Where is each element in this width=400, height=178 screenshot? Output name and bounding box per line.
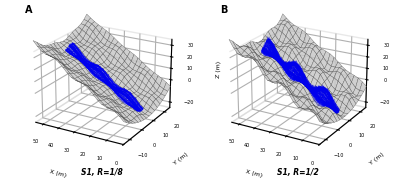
Y-axis label: Y (m): Y (m) bbox=[172, 151, 189, 166]
Y-axis label: Y (m): Y (m) bbox=[368, 151, 385, 166]
X-axis label: X (m): X (m) bbox=[49, 170, 67, 178]
Text: B: B bbox=[220, 5, 228, 15]
Text: S1, R=1/2: S1, R=1/2 bbox=[277, 168, 319, 177]
Text: S1, R=1/8: S1, R=1/8 bbox=[81, 168, 123, 177]
X-axis label: X (m): X (m) bbox=[245, 170, 263, 178]
Text: A: A bbox=[24, 5, 32, 15]
